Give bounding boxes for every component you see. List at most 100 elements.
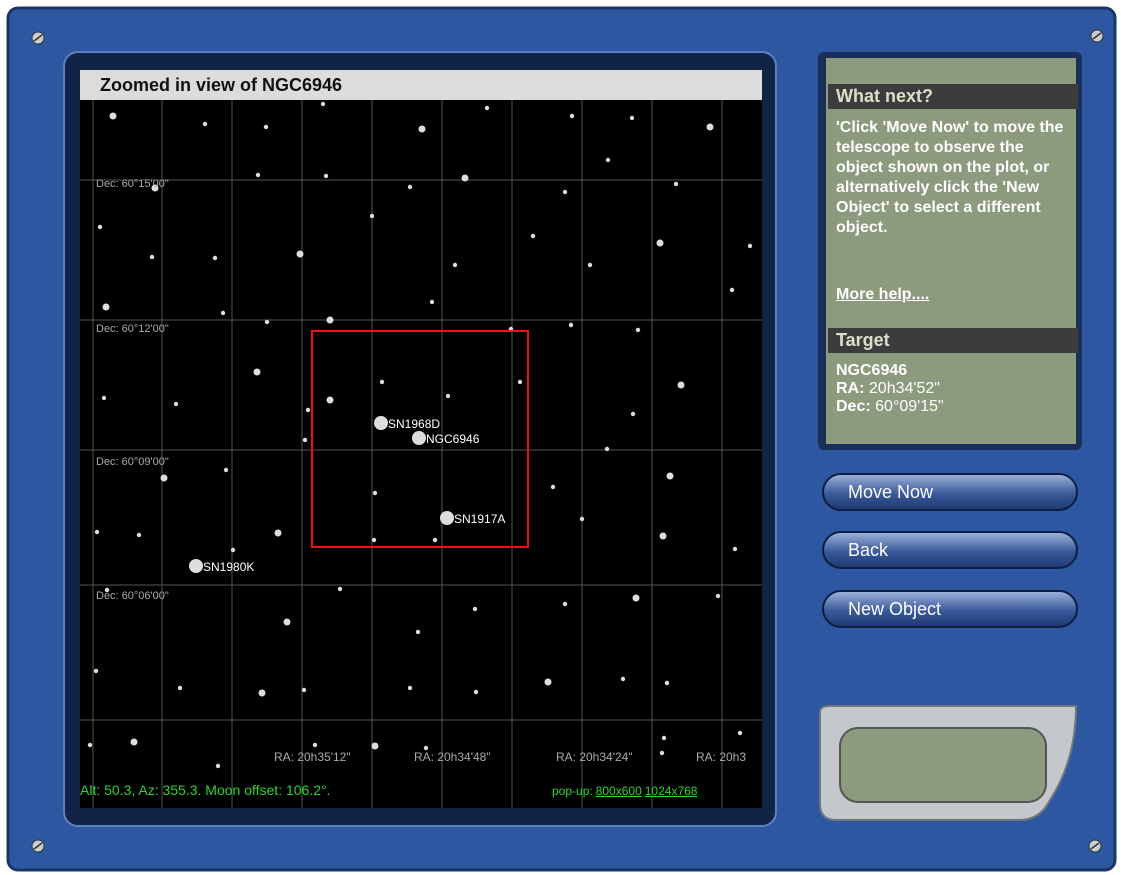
object-label: SN1968D bbox=[388, 417, 440, 431]
star bbox=[372, 490, 378, 496]
label: Dec: bbox=[836, 398, 871, 415]
popup-label: pop-up: bbox=[552, 784, 593, 798]
screws bbox=[31, 29, 1104, 853]
star bbox=[312, 742, 318, 748]
star bbox=[461, 174, 469, 182]
star bbox=[562, 601, 568, 607]
star bbox=[93, 668, 99, 674]
star bbox=[202, 121, 208, 127]
star bbox=[296, 250, 304, 258]
target-name: NGC6946 bbox=[836, 362, 908, 379]
more-help[interactable]: More help.... bbox=[836, 286, 930, 303]
object-marker bbox=[189, 559, 203, 573]
star bbox=[104, 587, 110, 593]
target-dec: Dec: 60°09'15" bbox=[836, 398, 944, 416]
status: Alt: 50.3, Az: 355.3. Moon offset: 106.2… bbox=[80, 782, 331, 798]
screw-slot bbox=[33, 34, 43, 42]
star bbox=[264, 319, 270, 325]
star bbox=[230, 547, 236, 553]
star bbox=[173, 401, 179, 407]
move-now-button[interactable]: Move Now bbox=[822, 473, 1078, 511]
ra-labels: RA: 20h35'12" RA: 20h34'48" RA: 20h34'24" R… bbox=[274, 750, 746, 764]
star bbox=[620, 676, 626, 682]
star bbox=[630, 411, 636, 417]
star bbox=[255, 172, 261, 178]
star bbox=[562, 189, 568, 195]
star bbox=[215, 763, 221, 769]
object-marker bbox=[440, 511, 454, 525]
star bbox=[418, 125, 426, 133]
star bbox=[305, 407, 311, 413]
star bbox=[220, 310, 226, 316]
device-screen bbox=[839, 727, 1047, 803]
star bbox=[732, 546, 738, 552]
dec-label: Dec: 60°06'00" bbox=[96, 590, 169, 602]
ra-label: RA: 20h34'48" bbox=[414, 750, 491, 764]
star bbox=[326, 396, 334, 404]
star bbox=[212, 255, 218, 261]
star bbox=[472, 606, 478, 612]
star bbox=[659, 750, 665, 756]
star bbox=[369, 213, 375, 219]
lcd bbox=[826, 58, 1076, 444]
target-info: NGC6946 RA: 20h34'52" Dec: 60°09'15" bbox=[836, 362, 944, 416]
star bbox=[550, 484, 556, 490]
star bbox=[452, 262, 458, 268]
star bbox=[706, 123, 714, 131]
target-box bbox=[311, 330, 529, 548]
object-label: SN1917A bbox=[454, 512, 505, 526]
popup-link[interactable]: 800x600 bbox=[595, 784, 642, 798]
star bbox=[568, 322, 574, 328]
new-object-button[interactable]: New Object bbox=[822, 590, 1078, 628]
star bbox=[473, 689, 479, 695]
screw-slot bbox=[1090, 842, 1100, 850]
star bbox=[151, 184, 159, 192]
star bbox=[673, 181, 679, 187]
back-button[interactable]: Back bbox=[822, 531, 1078, 569]
star bbox=[337, 586, 343, 592]
star bbox=[747, 243, 753, 249]
star bbox=[87, 742, 93, 748]
star bbox=[223, 467, 229, 473]
star bbox=[715, 593, 721, 599]
instructions: 'Click 'Move Now' to move the telescope … bbox=[836, 119, 1064, 236]
star bbox=[149, 254, 155, 260]
object-marker bbox=[374, 416, 388, 430]
star bbox=[484, 105, 490, 111]
object-label: SN1980K bbox=[203, 560, 254, 574]
star bbox=[263, 124, 269, 130]
star bbox=[530, 233, 536, 239]
star bbox=[323, 173, 329, 179]
ra-label: RA: 20h3 bbox=[696, 750, 746, 764]
star bbox=[659, 532, 667, 540]
star bbox=[320, 101, 326, 107]
star bbox=[94, 529, 100, 535]
what-next-heading: What next? bbox=[828, 84, 1078, 109]
star bbox=[635, 327, 641, 333]
star bbox=[102, 303, 110, 311]
star bbox=[274, 529, 282, 537]
star bbox=[371, 742, 379, 750]
star bbox=[445, 393, 451, 399]
star bbox=[666, 472, 674, 480]
ra-label: RA: 20h34'24" bbox=[556, 750, 633, 764]
dec-label: Dec: 60°09'00" bbox=[96, 456, 169, 468]
star bbox=[661, 735, 667, 741]
star bbox=[605, 157, 611, 163]
star bbox=[301, 687, 307, 693]
star bbox=[677, 381, 685, 389]
star bbox=[109, 112, 117, 120]
screw-slot bbox=[1092, 32, 1102, 40]
star bbox=[569, 113, 575, 119]
star bbox=[258, 689, 266, 697]
star bbox=[737, 730, 743, 736]
star bbox=[283, 618, 291, 626]
star bbox=[177, 685, 183, 691]
panel-title: Zoomed in view of NGC6946 bbox=[80, 70, 762, 100]
dec-label: Dec: 60°12'00" bbox=[96, 323, 169, 335]
value: 20h34'52" bbox=[868, 380, 940, 397]
popup-link[interactable]: 1024x768 bbox=[644, 784, 698, 798]
star bbox=[407, 685, 413, 691]
star bbox=[326, 316, 334, 324]
